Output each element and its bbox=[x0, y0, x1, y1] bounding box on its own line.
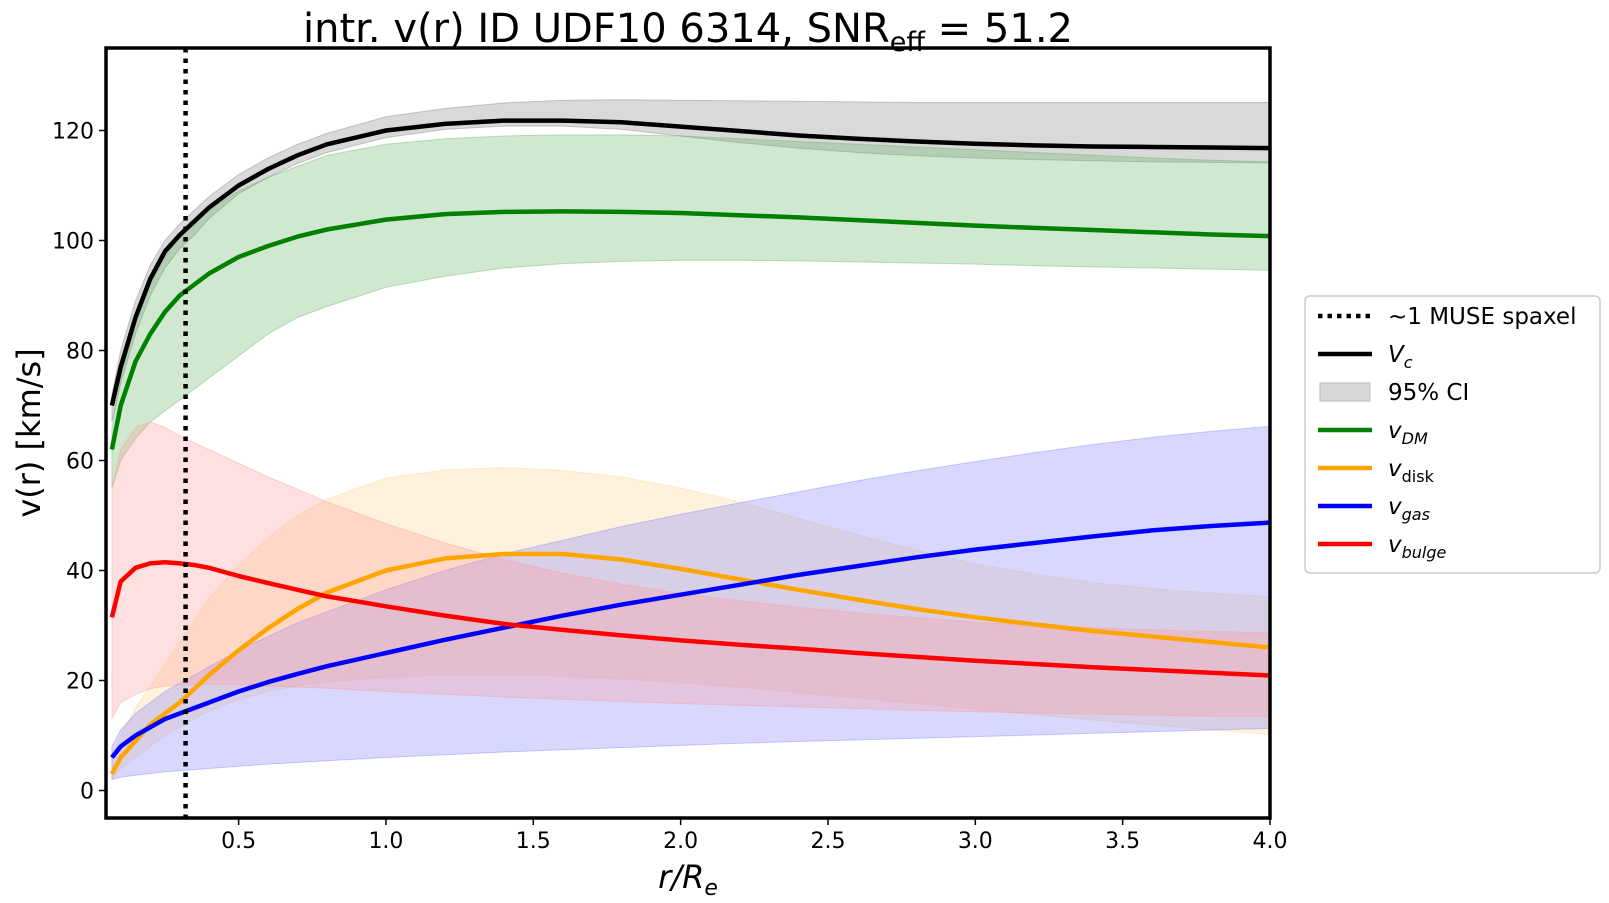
y-tick-label: 0 bbox=[80, 780, 94, 805]
chart-title: intr. v(r) ID UDF10 6314, SNReff = 51.2 bbox=[303, 6, 1073, 58]
y-tick-label: 20 bbox=[66, 670, 94, 695]
x-tick-label: 2.0 bbox=[663, 829, 698, 854]
x-tick-label: 1.5 bbox=[516, 829, 551, 854]
x-axis-label: r/Re bbox=[658, 858, 718, 901]
x-tick-label: 2.5 bbox=[810, 829, 845, 854]
x-axis-ticks: 0.5 1.0 1.5 2.0 2.5 3.0 3.5 4.0 bbox=[221, 818, 1288, 854]
y-tick-label: 80 bbox=[66, 340, 94, 365]
y-tick-label: 40 bbox=[66, 560, 94, 585]
y-tick-label: 60 bbox=[66, 450, 94, 475]
y-axis-ticks: 0 20 40 60 80 100 120 bbox=[52, 120, 106, 805]
legend-label: ~1 MUSE spaxel bbox=[1388, 304, 1576, 330]
legend-label: vdisk bbox=[1388, 456, 1435, 486]
legend-label-base: v bbox=[1388, 532, 1402, 558]
x-axis-label-subscript: e bbox=[704, 876, 718, 901]
series-line-4 bbox=[109, 560, 1270, 678]
legend-label: 95% CI bbox=[1388, 380, 1469, 406]
chart-title-tail: = 51.2 bbox=[925, 6, 1073, 52]
legend-label: Vc bbox=[1388, 342, 1413, 372]
legend-label-subscript: c bbox=[1404, 353, 1413, 372]
ci-band-2 bbox=[111, 467, 1270, 781]
ci-band-0 bbox=[111, 99, 1270, 423]
ci-band-4 bbox=[111, 421, 1270, 720]
series-lines bbox=[109, 118, 1270, 776]
legend-label-base: v bbox=[1388, 456, 1402, 482]
legend-handle-patch bbox=[1319, 382, 1371, 402]
y-tick-label: 100 bbox=[52, 230, 94, 255]
plot-frame bbox=[104, 46, 1272, 820]
confidence-bands bbox=[111, 99, 1270, 781]
legend-label: vgas bbox=[1388, 494, 1430, 524]
legend-label-base: V bbox=[1388, 342, 1406, 368]
x-tick-label: 1.0 bbox=[368, 829, 403, 854]
series-line-3 bbox=[110, 520, 1270, 759]
series-line-0 bbox=[109, 118, 1270, 407]
legend-label-subscript: bulge bbox=[1402, 543, 1447, 562]
x-axis-label-base: r/R bbox=[658, 858, 704, 896]
y-tick-label: 120 bbox=[52, 120, 94, 145]
legend-label-subscript: disk bbox=[1402, 467, 1435, 486]
x-tick-label: 4.0 bbox=[1253, 829, 1288, 854]
x-tick-label: 3.5 bbox=[1105, 829, 1140, 854]
legend-label-subscript: gas bbox=[1402, 505, 1430, 524]
legend-label-base: v bbox=[1388, 418, 1402, 444]
legend-label-subscript: DM bbox=[1402, 429, 1428, 448]
ci-band-1 bbox=[111, 134, 1270, 489]
legend-label-base: v bbox=[1388, 494, 1402, 520]
series-line-1 bbox=[109, 209, 1270, 450]
legend-box bbox=[1304, 295, 1601, 574]
ci-band-3 bbox=[111, 425, 1270, 781]
series-line-2 bbox=[109, 551, 1270, 776]
chart-title-subscript: eff bbox=[890, 27, 927, 58]
legend-label: vDM bbox=[1388, 418, 1428, 448]
chart-title-main: intr. v(r) ID UDF10 6314, SNR bbox=[303, 6, 890, 52]
y-axis-label: v(r) [km/s] bbox=[10, 348, 48, 517]
x-tick-label: 0.5 bbox=[221, 829, 256, 854]
x-tick-label: 3.0 bbox=[958, 829, 993, 854]
legend-label: vbulge bbox=[1388, 532, 1447, 562]
